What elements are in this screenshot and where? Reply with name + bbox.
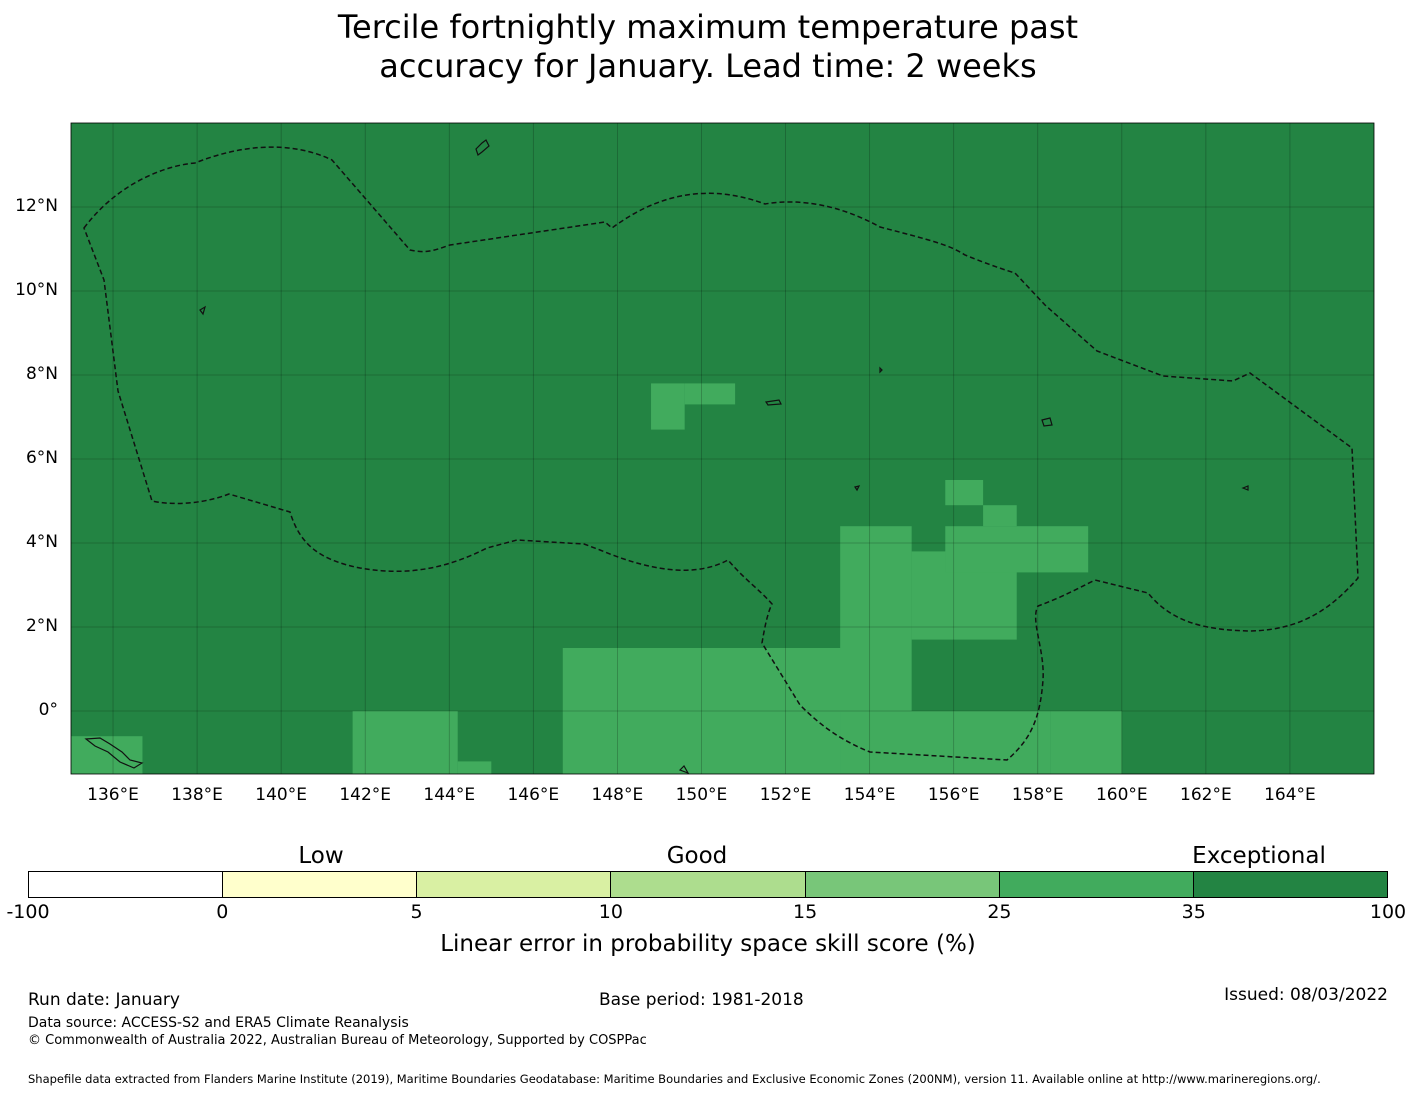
colorbar-segment-1 [223, 872, 418, 897]
colorbar-tick-label: 0 [216, 901, 229, 923]
island-guam [475, 139, 490, 156]
colorbar-segment-2 [417, 872, 612, 897]
x-tick-label: 146°E [507, 785, 560, 805]
shapefile-credit: Shapefile data extracted from Flanders M… [28, 1072, 1321, 1086]
x-tick-label: 158°E [1011, 785, 1064, 805]
x-tick-label: 142°E [339, 785, 392, 805]
base-period: Base period: 1981-2018 [599, 990, 804, 1010]
skill-cell-0 [651, 383, 685, 430]
island-new-guinea-coast [84, 737, 144, 769]
y-tick-label: 12°N [15, 196, 58, 216]
colorbar-tick-label: 25 [987, 901, 1012, 923]
skill-cell-1 [684, 383, 736, 405]
skill-cell-8 [840, 526, 912, 648]
colorbar-segment-3 [611, 872, 806, 897]
map-frame [70, 122, 1375, 775]
data-source: Data source: ACCESS-S2 and ERA5 Climate … [28, 1015, 409, 1031]
x-tick-label: 162°E [1180, 785, 1232, 805]
y-tick-label: 4°N [25, 532, 58, 552]
y-tick-label: 0° [38, 700, 58, 720]
skill-map [70, 122, 1375, 775]
map-gridlines [71, 123, 1374, 774]
island-atoll-a [854, 485, 861, 492]
x-tick-label: 164°E [1264, 785, 1316, 805]
x-tick-label: 152°E [759, 785, 812, 805]
colorbar-tick-label: 10 [598, 901, 623, 923]
y-tick-label: 10°N [15, 280, 58, 300]
category-label-low: Low [298, 843, 344, 869]
skill-cell-3 [352, 711, 458, 774]
y-tick-label: 6°N [25, 448, 58, 468]
skill-cell-10 [945, 526, 1089, 573]
y-tick-label: 2°N [25, 616, 58, 636]
x-tick-label: 144°E [423, 785, 476, 805]
colorbar-tick-label: -100 [6, 901, 50, 923]
colorbar-segment-0 [29, 872, 224, 897]
colorbar-tick-label: 35 [1181, 901, 1206, 923]
colorbar-tick-label: 15 [793, 901, 818, 923]
skill-cell-6 [840, 711, 1051, 774]
chart-title-line-1: Tercile fortnightly maximum temperature … [337, 8, 1079, 46]
colorbar-tick-label: 100 [1369, 901, 1407, 923]
x-tick-label: 154°E [843, 785, 896, 805]
colorbar-segment-5 [999, 872, 1194, 897]
colorbar-label: Linear error in probability space skill … [440, 931, 976, 957]
colorbar [28, 871, 1388, 898]
colorbar-segment-4 [805, 872, 1000, 897]
skill-cell-7 [1050, 711, 1122, 774]
issued-date: Issued: 08/03/2022 [1224, 985, 1388, 1005]
category-label-good: Good [666, 843, 728, 869]
x-tick-label: 148°E [591, 785, 644, 805]
copyright: © Commonwealth of Australia 2022, Austra… [28, 1033, 647, 1048]
y-tick-label: 8°N [25, 364, 58, 384]
x-tick-label: 160°E [1095, 785, 1148, 805]
x-tick-label: 136°E [87, 785, 139, 805]
colorbar-tick-label: 5 [410, 901, 423, 923]
chart-title-line-2: accuracy for January. Lead time: 2 weeks [379, 47, 1037, 85]
x-tick-label: 150°E [675, 785, 728, 805]
island-chuuk [764, 399, 782, 406]
island-atoll-b [879, 366, 883, 374]
x-tick-label: 156°E [927, 785, 980, 805]
skill-cell-12 [945, 480, 984, 506]
colorbar-segment-6 [1193, 872, 1387, 897]
skill-cell-11 [983, 505, 1017, 527]
island-kosrae [1241, 485, 1249, 491]
skill-patches [71, 383, 1122, 774]
island-yap [199, 305, 206, 316]
run-date: Run date: January [28, 990, 180, 1010]
x-tick-label: 140°E [255, 785, 307, 805]
island-outlines [84, 139, 1249, 775]
skill-cell-4 [457, 761, 492, 774]
category-label-exceptional: Exceptional [1192, 843, 1326, 869]
island-pohnpei [1041, 417, 1053, 427]
island-small-south [678, 765, 690, 775]
x-tick-label: 138°E [171, 785, 223, 805]
